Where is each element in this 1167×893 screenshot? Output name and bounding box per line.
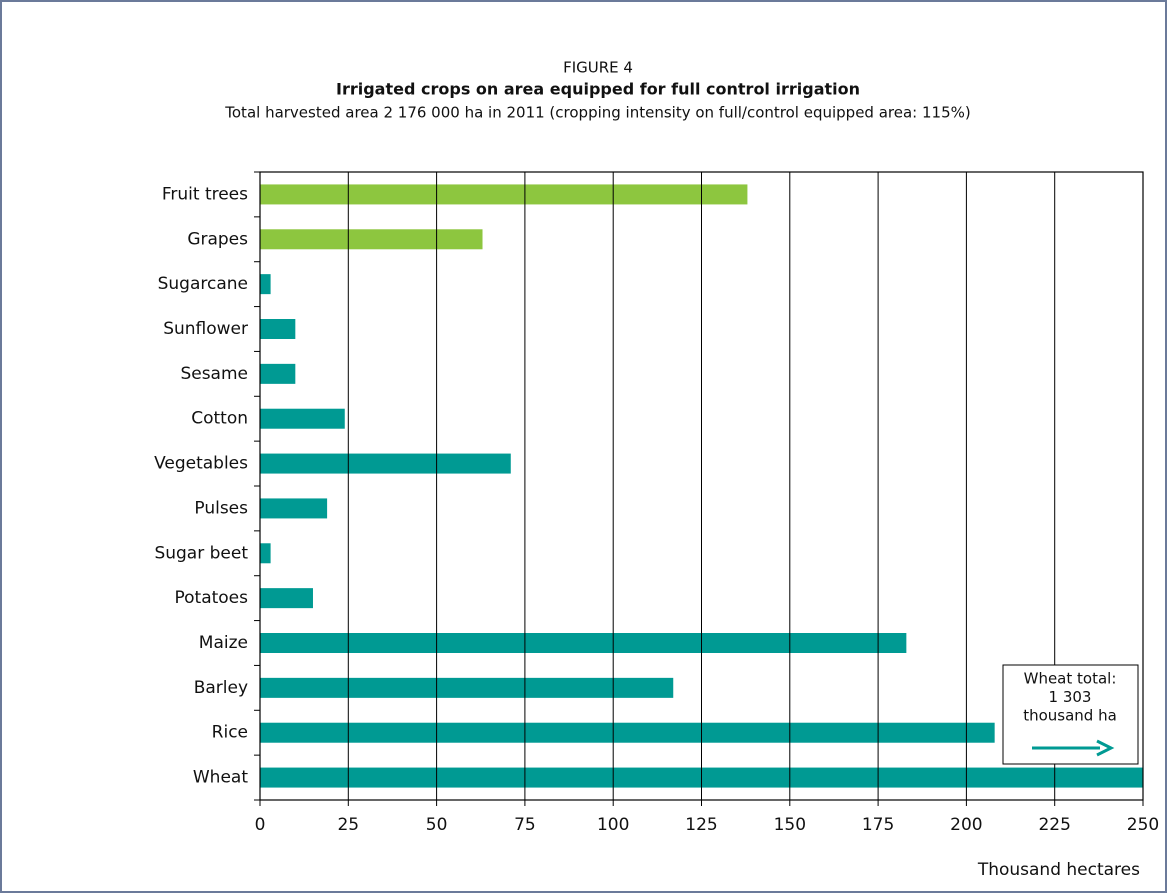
bar xyxy=(260,633,907,653)
y-tick-label: Pulses xyxy=(194,498,248,518)
y-tick-label: Wheat xyxy=(193,768,248,788)
bar xyxy=(260,677,674,698)
x-tick-label: 200 xyxy=(950,815,982,835)
y-tick-label: Grapes xyxy=(187,229,248,249)
y-tick-label: Potatoes xyxy=(174,588,248,608)
y-tick-label: Fruit trees xyxy=(162,184,248,204)
bar xyxy=(260,453,511,474)
x-tick-label: 100 xyxy=(597,815,629,835)
bar xyxy=(260,498,328,519)
x-tick-label: 250 xyxy=(1127,815,1159,835)
annotation-text: Wheat total: xyxy=(1024,670,1117,688)
x-tick-label: 175 xyxy=(862,815,894,835)
annotation-text: 1 303 xyxy=(1049,688,1092,706)
bar xyxy=(260,274,271,295)
bar xyxy=(260,543,271,564)
x-tick-label: 75 xyxy=(514,815,536,835)
y-tick-label: Vegetables xyxy=(154,454,248,474)
x-tick-label: 225 xyxy=(1038,815,1070,835)
y-tick-label: Sunflower xyxy=(163,319,248,339)
y-tick-label: Cotton xyxy=(191,409,248,429)
y-tick-label: Sugar beet xyxy=(154,543,248,563)
bars xyxy=(260,184,1143,788)
plot-border xyxy=(259,171,1144,801)
annotation-text: thousand ha xyxy=(1023,707,1117,725)
y-tick-label: Maize xyxy=(199,633,248,653)
x-tick-label: 0 xyxy=(255,815,266,835)
x-axis-title: Thousand hectares xyxy=(977,860,1140,880)
figure-label: FIGURE 4 xyxy=(563,59,633,77)
bar xyxy=(260,588,313,609)
x-tick-label: 50 xyxy=(426,815,448,835)
chart-subtitle: Total harvested area 2 176 000 ha in 201… xyxy=(224,104,970,122)
bar xyxy=(260,722,995,743)
x-tick-label: 125 xyxy=(685,815,717,835)
bar xyxy=(260,319,296,339)
bar xyxy=(260,184,748,205)
bar xyxy=(260,363,296,384)
y-tick-label: Sesame xyxy=(180,364,248,384)
x-tick-label: 25 xyxy=(337,815,359,835)
y-tick-label: Barley xyxy=(194,678,248,698)
y-tick-label: Sugarcane xyxy=(158,274,248,294)
chart-title: Irrigated crops on area equipped for ful… xyxy=(336,80,860,99)
y-tick-label: Rice xyxy=(212,723,248,743)
x-tick-label: 150 xyxy=(774,815,806,835)
annotation-arrowhead xyxy=(1096,739,1115,757)
bar xyxy=(260,408,345,429)
bar xyxy=(260,767,1143,788)
bar xyxy=(260,229,483,250)
